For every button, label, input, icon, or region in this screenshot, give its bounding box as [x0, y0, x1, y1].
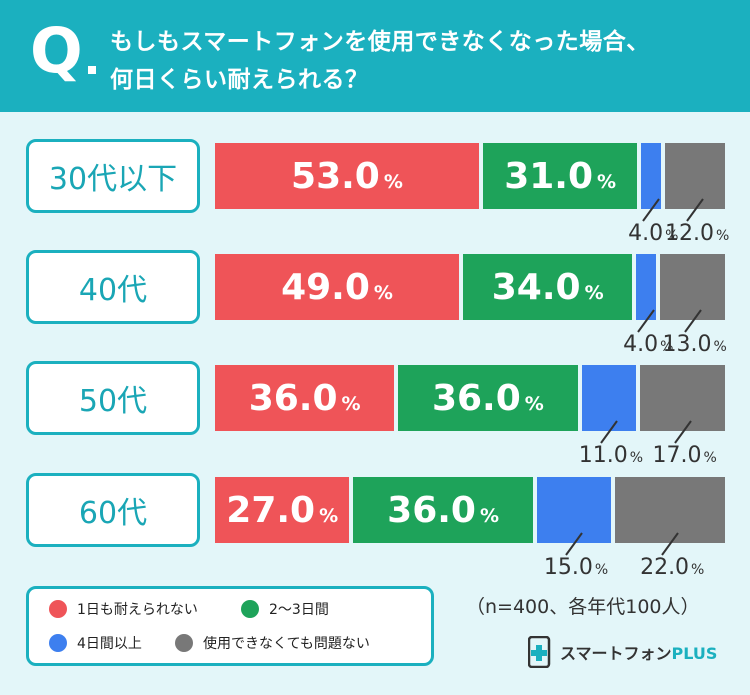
bar-3-series-3 — [615, 477, 725, 543]
value-label-2-1: 36.0 — [431, 377, 521, 419]
legend-label: 使用できなくても問題ない — [203, 636, 370, 652]
bar-3-series-1: 36.0% — [353, 477, 533, 543]
value-label-3-1: 36.0 — [387, 489, 476, 531]
legend-item-series-0: 1日も耐えられない — [49, 599, 198, 619]
bar-2-series-0: 36.0% — [215, 365, 395, 431]
value-label-0-3: 12.0% — [664, 221, 730, 246]
value-label-0-0: 53.0 — [291, 155, 380, 197]
brand-name-main: スマートフォン — [560, 644, 672, 663]
legend-label: 1日も耐えられない — [77, 602, 198, 618]
q-letter: Q — [30, 14, 83, 87]
brand-name-accent: PLUS — [671, 644, 718, 663]
legend: 1日も耐えられない 2〜3日間 4日間以上 使用できなくても問題ない — [26, 586, 434, 666]
q-dot — [88, 66, 96, 74]
bar-0-series-1: 31.0% — [482, 143, 638, 209]
category-label-2: 50代 — [26, 361, 200, 435]
brand-logo: スマートフォンPLUS — [528, 636, 717, 668]
legend-item-series-2: 4日間以上 — [49, 633, 142, 653]
leader-line-0-3 — [686, 198, 704, 222]
value-label-2-0: 36.0 — [248, 377, 338, 419]
value-label-2-3: 17.0% — [652, 443, 717, 468]
legend-item-series-1: 2〜3日間 — [241, 599, 329, 619]
value-label-1-2: 4.0% — [623, 332, 674, 357]
bar-3-series-2 — [536, 477, 612, 543]
value-label-3-2: 15.0% — [543, 555, 609, 580]
value-label-1-3: 13.0% — [662, 332, 727, 357]
value-label-0-1: 31.0 — [504, 155, 594, 197]
legend-item-series-3: 使用できなくても問題ない — [175, 633, 370, 653]
category-label-3: 60代 — [26, 473, 200, 547]
bar-0-series-0: 53.0% — [215, 143, 479, 209]
legend-label: 4日間以上 — [77, 636, 142, 652]
value-label-2-2: 11.0% — [578, 443, 644, 468]
leader-line-1-2 — [637, 309, 656, 333]
bar-2-series-3 — [640, 365, 725, 431]
leader-line-3-3 — [661, 532, 680, 556]
legend-label: 2〜3日間 — [269, 602, 329, 618]
question-header: Q もしもスマートフォンを使用できなくなった場合、 何日くらい耐えられる？ — [0, 0, 750, 112]
value-label-0-2: 4.0% — [628, 221, 679, 246]
question-line-1: もしもスマートフォンを使用できなくなった場合、 — [110, 29, 650, 55]
leader-line-2-2 — [600, 420, 618, 444]
bar-1-series-3 — [660, 254, 725, 320]
bar-1-series-1: 34.0% — [463, 254, 633, 320]
bar-1-series-0: 49.0% — [215, 254, 460, 320]
leader-line-3-2 — [565, 532, 583, 556]
bar-2-series-2 — [581, 365, 637, 431]
legend-dot-green — [241, 600, 259, 618]
value-label-3-3: 22.0% — [640, 555, 705, 580]
value-label-3-0: 27.0 — [226, 489, 316, 531]
bar-0-series-2 — [641, 143, 662, 209]
bar-2-series-1: 36.0% — [398, 365, 578, 431]
bar-1-series-2 — [636, 254, 657, 320]
category-label-1: 40代 — [26, 250, 200, 324]
legend-dot-red — [49, 600, 67, 618]
bar-0-series-3 — [665, 143, 725, 209]
plus-logo-icon — [528, 636, 551, 668]
value-label-1-1: 34.0 — [491, 266, 581, 308]
leader-line-2-3 — [673, 420, 692, 444]
sample-note: （n=400、各年代100人） — [466, 596, 700, 618]
value-label-1-0: 49.0 — [281, 266, 370, 308]
legend-dot-gray — [175, 634, 193, 652]
bar-3-series-0: 27.0% — [215, 477, 350, 543]
legend-dot-blue — [49, 634, 67, 652]
brand-name: スマートフォンPLUS — [560, 640, 717, 664]
category-label-0: 30代以下 — [26, 139, 200, 213]
question-line-2: 何日くらい耐えられる？ — [110, 67, 369, 93]
leader-line-0-2 — [642, 198, 661, 222]
leader-line-1-3 — [683, 309, 702, 333]
